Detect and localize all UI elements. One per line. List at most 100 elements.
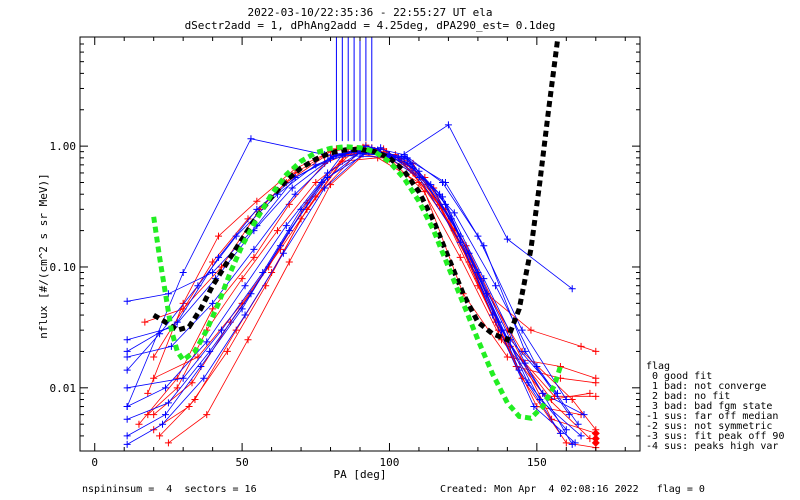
flag-legend-item: -1 sus: far off median: [646, 411, 779, 422]
data-point: [159, 420, 167, 428]
flag-legend-item: -3 sus: fit peak off 90: [646, 431, 785, 442]
data-point: [527, 326, 535, 334]
data-point: [480, 242, 488, 250]
x-tick-label: 0: [91, 456, 98, 469]
data-point: [209, 258, 217, 266]
data-point: [400, 153, 408, 161]
data-point: [123, 432, 131, 440]
data-point: [285, 227, 293, 235]
data-point: [203, 338, 211, 346]
data-point: [533, 363, 541, 371]
data-point: [123, 440, 131, 448]
data-point: [191, 396, 199, 404]
data-point: [123, 366, 131, 374]
data-point: [562, 439, 570, 447]
data-point: [497, 326, 505, 334]
data-point: [521, 347, 529, 355]
data-point: [135, 420, 143, 428]
data-point: [503, 353, 511, 361]
data-point: [247, 135, 255, 143]
axes: 0 50 100 150 0.01 0.10 1.00: [50, 36, 640, 469]
data-point: [515, 366, 523, 374]
data-point: [197, 363, 205, 371]
footer-right: Created: Mon Apr 4 02:08:16 2022 flag = …: [440, 484, 705, 495]
data-point: [456, 238, 464, 246]
flag-legend-title: flag: [646, 361, 671, 372]
data-point: [164, 399, 172, 407]
data-point: [574, 420, 582, 428]
data-point: [450, 209, 458, 217]
data-point: [238, 275, 246, 283]
series-line-blue: [127, 145, 567, 400]
data-point: [217, 326, 225, 334]
data-point: [503, 235, 511, 243]
data-point: [161, 384, 169, 392]
data-point: [568, 440, 576, 448]
data-point: [173, 384, 181, 392]
data-point: [164, 439, 172, 447]
data-point: [244, 215, 252, 223]
fit-curve: [151, 144, 563, 421]
data-point: [164, 290, 172, 298]
data-point: [577, 432, 585, 440]
data-point: [150, 411, 158, 419]
y-tick-label: 0.01: [50, 382, 77, 395]
endpoint-marker: [591, 434, 600, 443]
data-point: [203, 411, 211, 419]
chart-title: 2022-03-10/22:35:36 - 22:55:27 UT ela: [247, 6, 492, 19]
data-point: [123, 403, 131, 411]
data-point: [480, 275, 488, 283]
data-point: [200, 374, 208, 382]
data-point: [521, 359, 529, 367]
data-point: [568, 285, 576, 293]
data-point: [173, 374, 181, 382]
data-point: [232, 232, 240, 240]
data-point: [321, 184, 329, 192]
y-tick-label: 0.10: [50, 261, 77, 274]
data-point: [123, 353, 131, 361]
data-point: [241, 282, 249, 290]
data-point: [223, 347, 231, 355]
series-line-blue: [126, 150, 558, 394]
data-point: [288, 184, 296, 192]
flag-legend-item: 3 bad: bad fgm state: [646, 401, 773, 412]
data-point: [318, 179, 326, 187]
data-point: [586, 389, 594, 397]
data-point: [209, 299, 217, 307]
data-point: [253, 197, 261, 205]
data-point: [250, 245, 258, 253]
endpoint-marker: [591, 438, 600, 447]
data-point: [179, 374, 187, 382]
data-point: [580, 411, 588, 419]
data-point: [524, 379, 532, 387]
data-point: [312, 161, 320, 169]
data-point: [530, 403, 538, 411]
data-point: [568, 396, 576, 404]
data-point: [150, 353, 158, 361]
data-point: [356, 149, 364, 157]
endpoint-marker: [591, 429, 600, 438]
data-point: [150, 426, 158, 434]
data-point: [556, 429, 564, 437]
plot-area: [123, 37, 600, 451]
data-point: [161, 411, 169, 419]
series-line-blue: [127, 153, 573, 445]
data-point: [279, 249, 287, 257]
data-point: [518, 326, 526, 334]
data-point: [123, 415, 131, 423]
data-point: [244, 336, 252, 344]
x-tick-label: 50: [235, 456, 248, 469]
data-point: [444, 121, 452, 129]
data-point: [156, 432, 164, 440]
data-point: [215, 253, 223, 261]
flag-legend-item: 1 bad: not converge: [646, 381, 767, 392]
data-point: [238, 305, 246, 313]
data-point: [185, 403, 193, 411]
x-axis-label: PA [deg]: [334, 468, 387, 481]
data-point: [273, 227, 281, 235]
series-line-blue: [127, 152, 561, 437]
data-point: [253, 205, 261, 213]
data-point: [150, 374, 158, 382]
x-tick-label: 100: [380, 456, 400, 469]
data-point: [232, 326, 240, 334]
